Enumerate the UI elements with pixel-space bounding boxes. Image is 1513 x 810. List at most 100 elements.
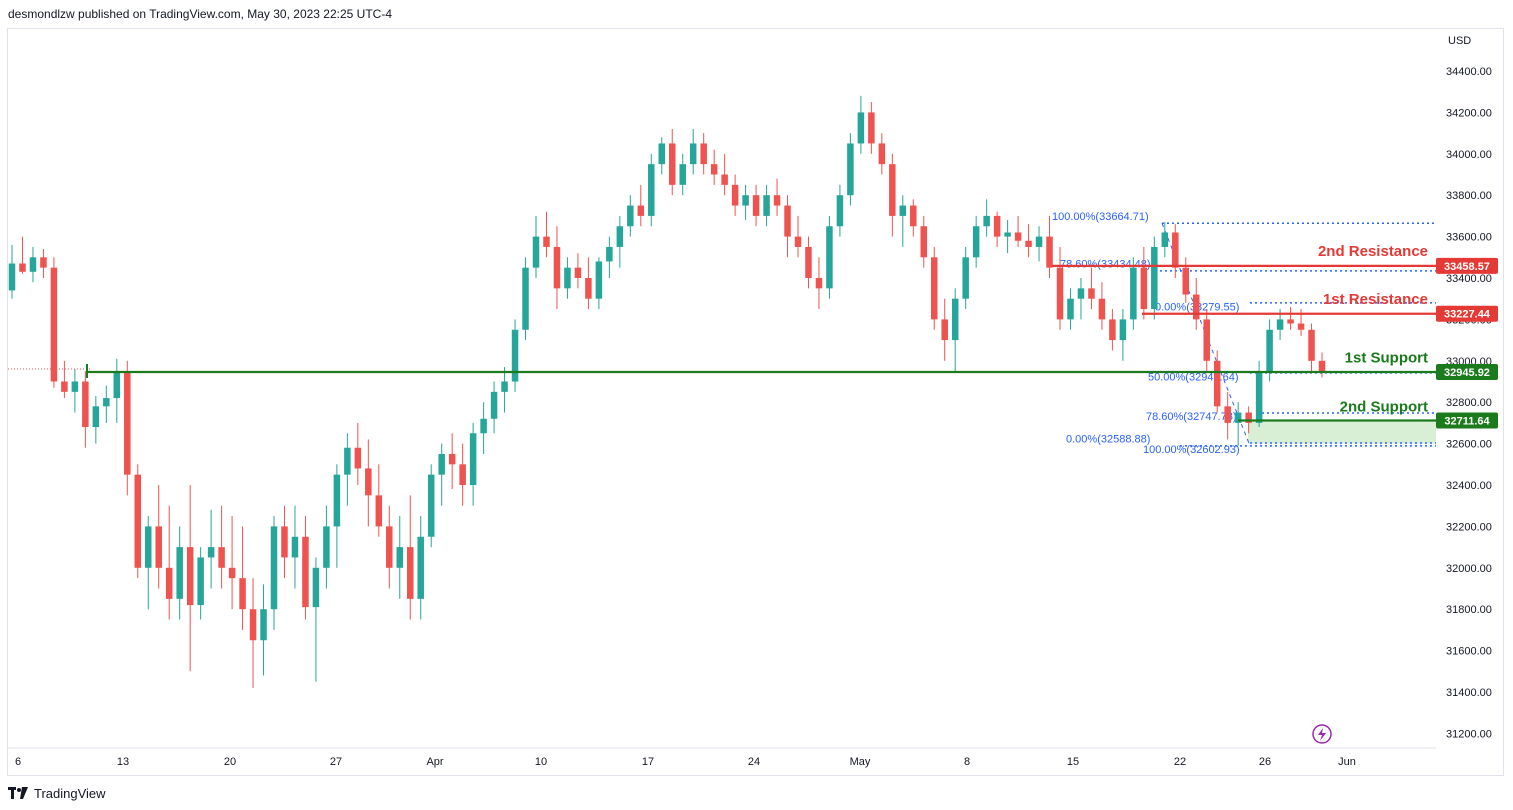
candle-body[interactable] [1245,412,1252,423]
candle-body[interactable] [40,257,47,268]
candle-body[interactable] [29,257,37,272]
candle-body[interactable] [595,261,603,299]
candle-body[interactable] [616,226,624,247]
candle-body[interactable] [333,474,341,527]
candle-body[interactable] [511,329,519,382]
candle-body[interactable] [962,257,969,299]
candle-body[interactable] [1224,406,1231,423]
candle-body[interactable] [281,526,288,558]
candle-body[interactable] [1014,232,1022,241]
candle-body[interactable] [1255,371,1263,423]
candle-body[interactable] [228,567,236,579]
candle-body[interactable] [899,205,907,216]
candle-body[interactable] [501,381,508,392]
candle-body[interactable] [805,246,812,278]
candle-body[interactable] [406,547,414,599]
candle-body[interactable] [794,236,802,247]
candle-body[interactable] [941,319,948,341]
candle-body[interactable] [270,526,278,610]
candle-body[interactable] [239,578,246,610]
candle-body[interactable] [260,609,267,641]
candle-body[interactable] [302,536,309,608]
candle-body[interactable] [312,567,320,608]
candle-body[interactable] [648,164,655,216]
candle-body[interactable] [1077,288,1085,299]
candle-body[interactable] [868,112,875,144]
candle-body[interactable] [1109,319,1116,341]
candle-body[interactable] [469,433,477,485]
candle-body[interactable] [983,215,990,227]
candle-body[interactable] [438,453,445,475]
candle-body[interactable] [710,164,718,175]
candle-body[interactable] [1234,412,1242,423]
candle-body[interactable] [50,267,58,382]
candle-body[interactable] [291,536,299,558]
candle-body[interactable] [144,526,152,568]
candle-body[interactable] [543,236,550,247]
candle-body[interactable] [972,226,980,258]
candle-body[interactable] [668,143,676,185]
candle-body[interactable] [731,184,739,206]
candle-body[interactable] [1119,319,1127,341]
candle-body[interactable] [1151,246,1158,310]
candle-body[interactable] [134,474,142,568]
candle-body[interactable] [396,547,404,568]
candle-body[interactable] [218,547,225,568]
candle-body[interactable] [585,278,592,299]
candle-body[interactable] [375,495,383,527]
candle-body[interactable] [1130,267,1137,320]
candle-body[interactable] [61,381,68,392]
candle-body[interactable] [574,267,582,278]
candle-body[interactable] [1308,329,1315,361]
candle-body[interactable] [658,143,666,165]
candle-body[interactable] [721,174,728,185]
candle-body[interactable] [1287,319,1294,324]
candle-body[interactable] [480,418,487,434]
candle-body[interactable] [1088,288,1095,299]
candle-body[interactable] [344,447,351,475]
candle-body[interactable] [1098,298,1106,320]
candle-body[interactable] [910,205,917,227]
candle-body[interactable] [752,195,760,216]
candle-body[interactable] [637,205,645,216]
candle-body[interactable] [532,236,540,268]
candle-body[interactable] [815,278,823,289]
candle-body[interactable] [679,164,686,185]
candle-body[interactable] [1203,319,1210,361]
candle-body[interactable] [124,371,131,475]
candle-body[interactable] [186,547,194,606]
candle-body[interactable] [773,195,781,206]
candle-body[interactable] [742,195,749,206]
candle-body[interactable] [784,205,791,237]
candle-body[interactable] [1035,236,1043,247]
candle-body[interactable] [847,143,854,196]
candle-body[interactable] [1192,294,1200,320]
candle-body[interactable] [1140,267,1148,310]
candle-body[interactable] [689,143,697,165]
lightning-icon[interactable] [1312,724,1332,744]
candle-body[interactable] [889,164,896,216]
candle-body[interactable] [1161,232,1169,247]
candle-body[interactable] [1318,360,1326,373]
candle-body[interactable] [176,547,183,599]
candle-body[interactable] [522,267,529,330]
candle-body[interactable] [1172,232,1179,268]
candle-body[interactable] [951,298,959,341]
candle-body[interactable] [448,453,456,465]
candle-body[interactable] [878,143,886,165]
candle-body[interactable] [826,226,833,289]
candle-body[interactable] [354,447,362,469]
candle-body[interactable] [8,263,16,291]
candle-body[interactable] [103,398,110,407]
candle-body[interactable] [606,246,613,262]
candle-body[interactable] [459,464,466,485]
candle-body[interactable] [427,474,435,537]
candle-body[interactable] [1297,323,1305,330]
candle-body[interactable] [1067,298,1074,320]
candle-body[interactable] [207,547,215,558]
candle-body[interactable] [1056,267,1064,320]
candle-body[interactable] [92,406,100,428]
candle-body[interactable] [1046,236,1053,268]
candle-body[interactable] [857,112,865,144]
candle-body[interactable] [993,215,1001,237]
